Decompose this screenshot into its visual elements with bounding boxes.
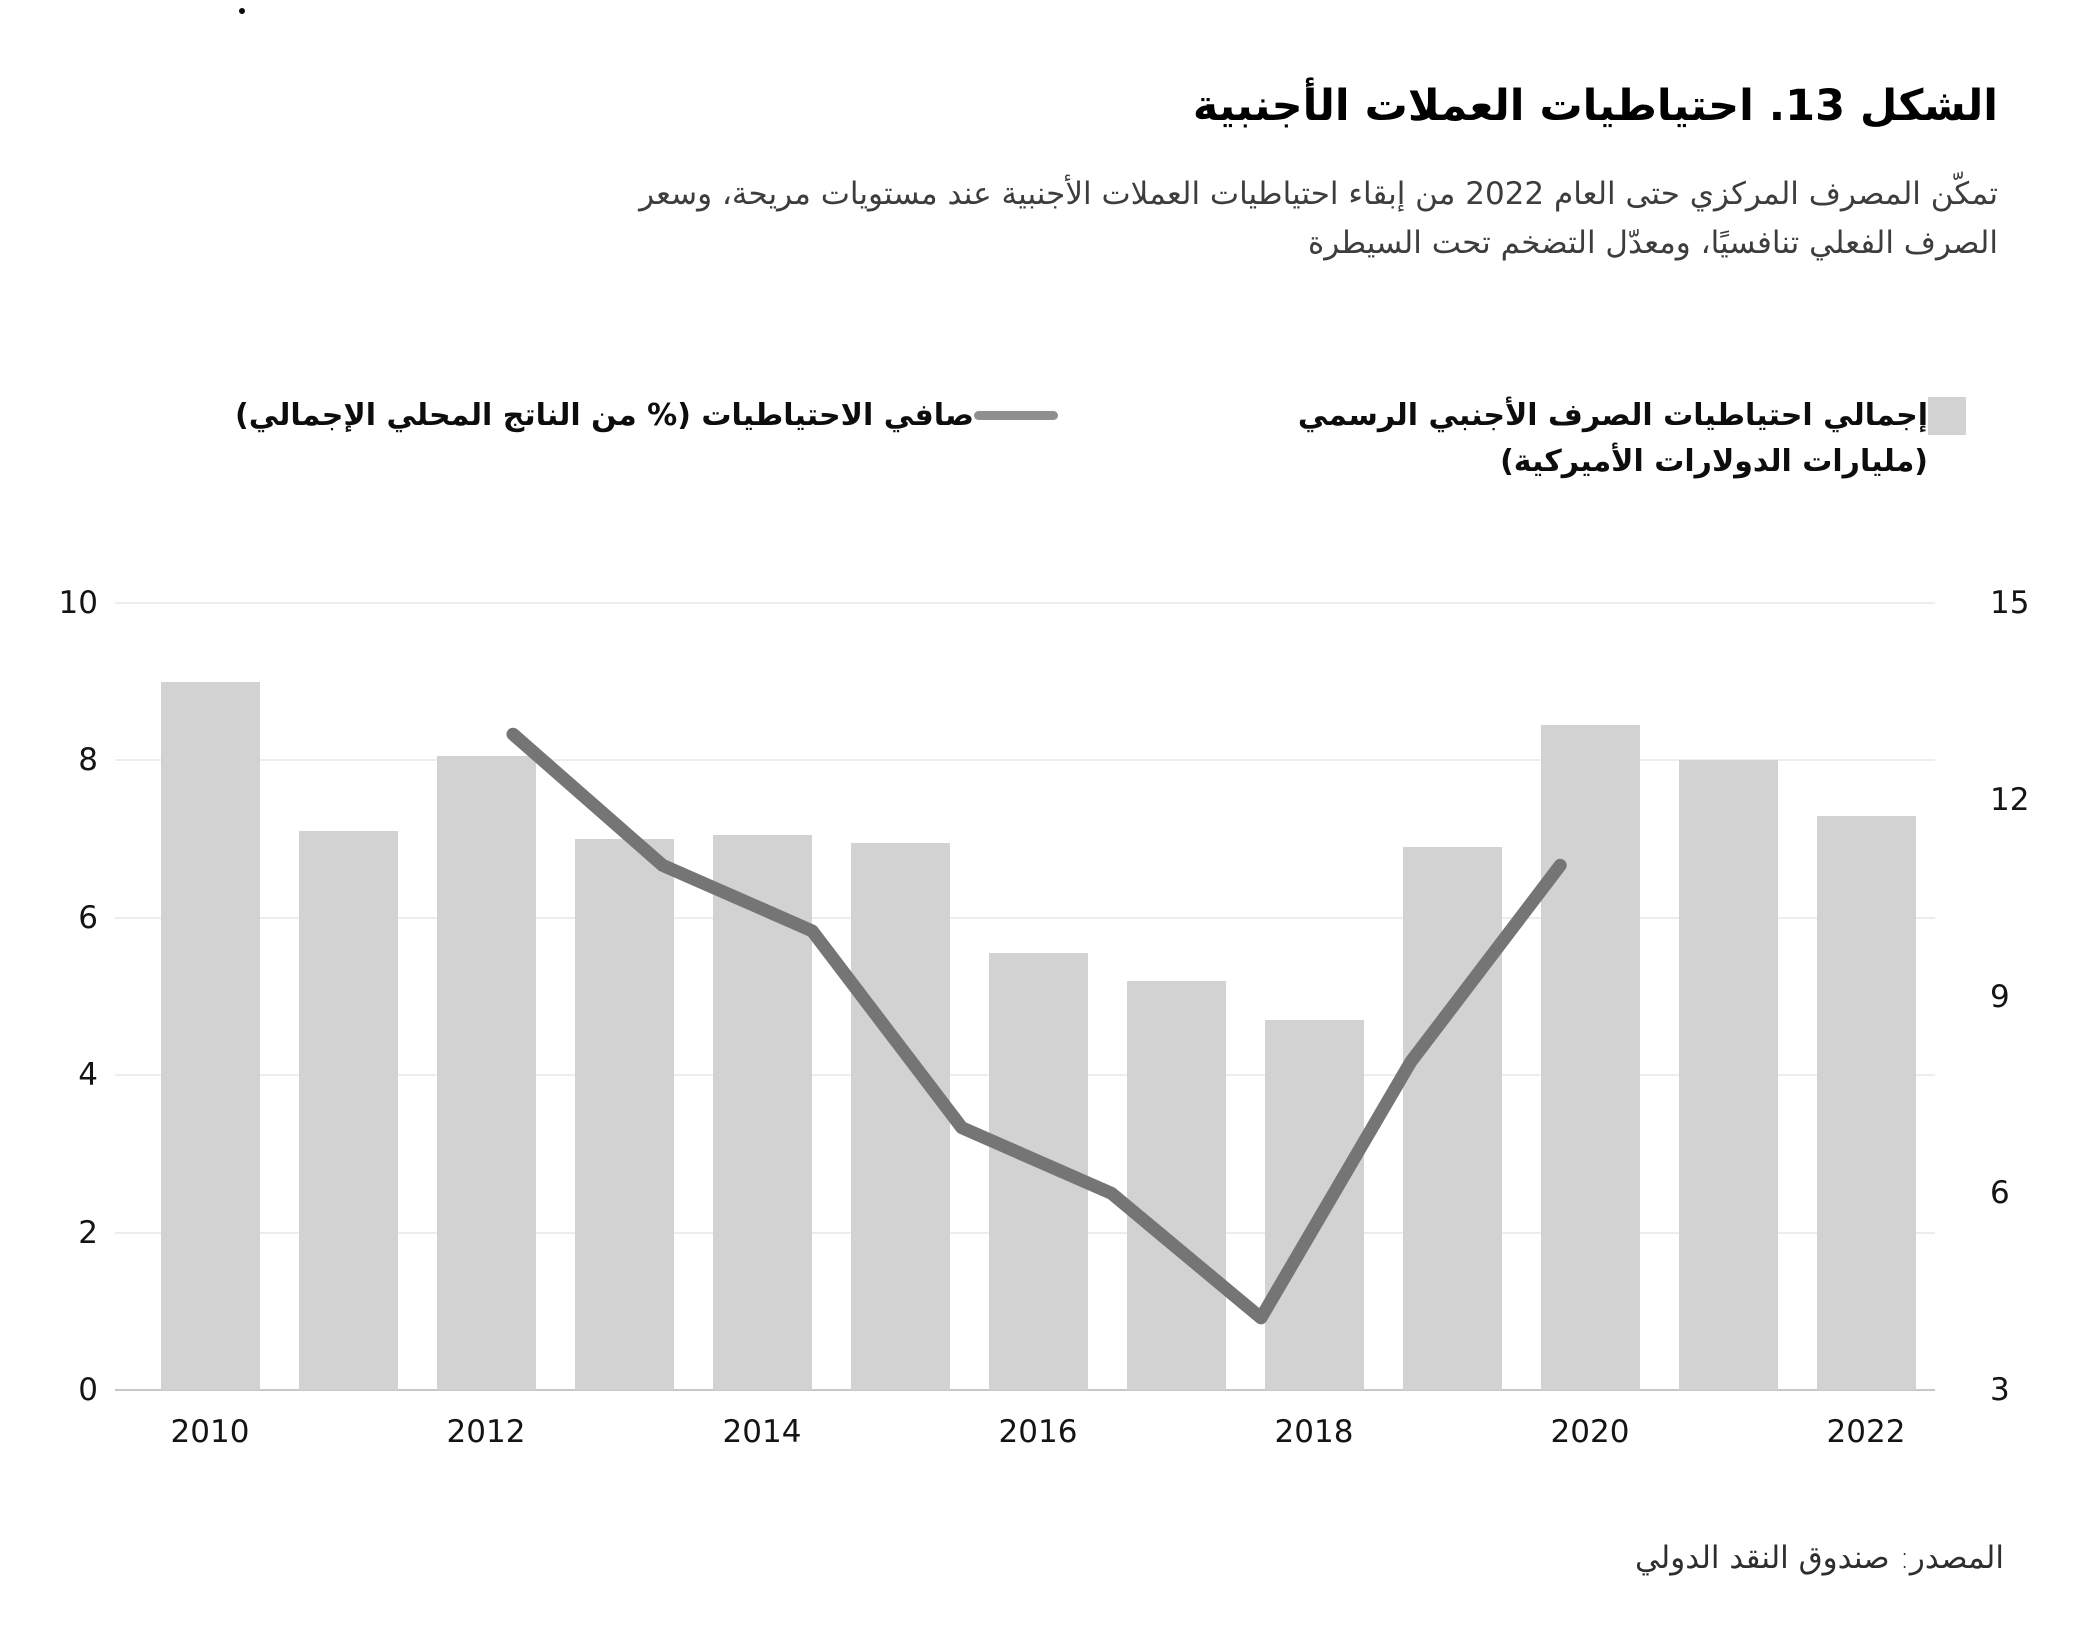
stray-dot [239, 8, 245, 14]
gridline-0 [115, 1389, 1935, 1391]
bar-2011 [298, 831, 398, 1390]
x-tick-2014: 2014 [722, 1414, 802, 1450]
bar-2020 [1540, 725, 1640, 1390]
y-right-tick-12: 12 [1990, 781, 2030, 818]
y-left-tick-4: 4 [78, 1057, 98, 1094]
y-left-tick-0: 0 [78, 1372, 98, 1408]
legend-label-line: صافي الاحتياطيات (% من الناتج المحلي الإ… [235, 398, 974, 433]
figure-title: الشكل 13. احتياطيات العملات الأجنبية [1192, 80, 1999, 131]
source-note: المصدر: صندوق النقد الدولي [1634, 1540, 2004, 1576]
y-right-tick-9: 9 [1990, 978, 2010, 1015]
x-tick-2010: 2010 [170, 1414, 250, 1450]
bar-2018 [1264, 1020, 1364, 1390]
bar-2012 [436, 756, 536, 1390]
bar-2013 [574, 839, 674, 1390]
x-tick-2016: 2016 [998, 1414, 1078, 1450]
y-left-tick-6: 6 [78, 899, 98, 936]
x-tick-2018: 2018 [1274, 1414, 1354, 1450]
x-tick-2020: 2020 [1550, 1414, 1630, 1450]
net-reserves-line [506, 727, 1567, 1325]
gridline-6 [115, 916, 1935, 919]
legend-label-line-2: (مليارات الدولارات الأميركية) [1500, 444, 1928, 479]
y-left-tick-8: 8 [78, 742, 98, 779]
net-reserves-line-layer [506, 727, 1567, 1325]
x-tick-2022: 2022 [1826, 1414, 1906, 1450]
gridline-10 [115, 602, 1935, 604]
y-left-tick-2: 2 [78, 1214, 98, 1251]
bar-2010 [160, 681, 260, 1390]
legend-item-net-reserves: صافي الاحتياطيات (% من الناتج المحلي الإ… [235, 393, 1082, 439]
line-swatch-icon [974, 411, 1058, 420]
gridline-8 [115, 759, 1935, 762]
bar-2019 [1402, 846, 1502, 1390]
bar-2021 [1678, 760, 1778, 1390]
chart-plot-area [115, 602, 1935, 1391]
bar-swatch-icon [1928, 397, 1966, 435]
bar-2017 [1126, 980, 1226, 1390]
subtitle-line-2: الصرف الفعلي تنافسيًا، ومعدّل التضخم تحت… [1308, 225, 1998, 261]
bar-2015 [850, 843, 950, 1390]
bar-2022 [1816, 815, 1916, 1390]
legend-label-net-reserves: صافي الاحتياطيات (% من الناتج المحلي الإ… [235, 393, 974, 439]
subtitle-line-1: تمكّن المصرف المركزي حتى العام 2022 من إ… [639, 176, 1998, 212]
legend-label-total-reserves: إجمالي احتياطيات الصرف الأجنبي الرسمي (م… [1298, 393, 1928, 485]
y-right-tick-6: 6 [1990, 1175, 2010, 1212]
legend-item-total-reserves: إجمالي احتياطيات الصرف الأجنبي الرسمي (م… [1298, 393, 1988, 485]
y-right-tick-3: 3 [1990, 1372, 2010, 1408]
y-left-tick-10: 10 [58, 585, 98, 621]
x-tick-2012: 2012 [446, 1414, 526, 1450]
figure-subtitle: تمكّن المصرف المركزي حتى العام 2022 من إ… [86, 170, 1998, 268]
legend-label-line-1: إجمالي احتياطيات الصرف الأجنبي الرسمي [1297, 398, 1928, 433]
y-right-tick-15: 15 [1990, 585, 2030, 621]
